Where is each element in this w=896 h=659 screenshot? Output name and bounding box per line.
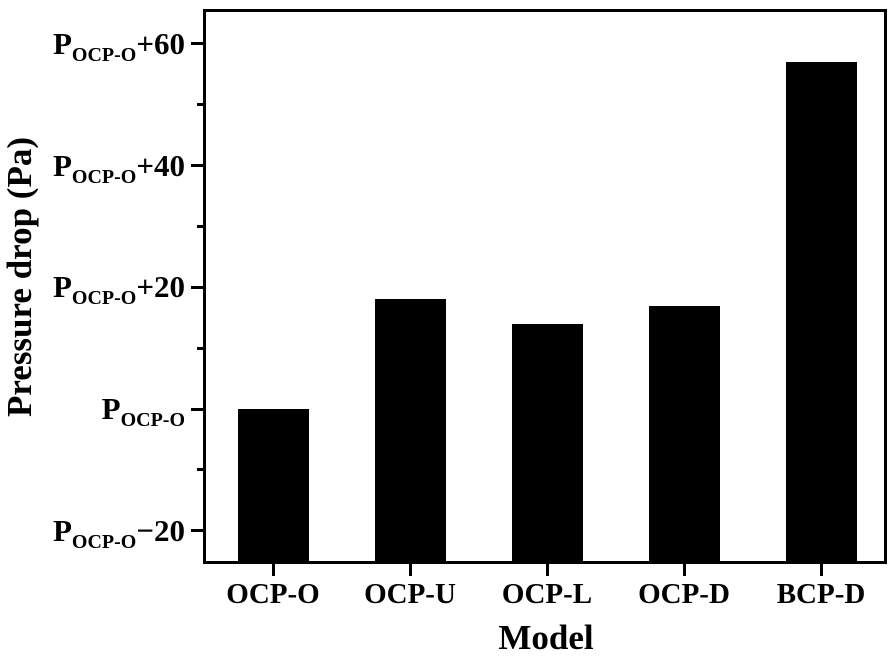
bar-ocp-d [648, 306, 720, 561]
y-major-tick [191, 529, 204, 533]
y-tick-label-base: P [52, 25, 72, 61]
y-tick-label-subscript: OCP-O [71, 43, 137, 66]
y-tick-label: POCP-O [0, 389, 185, 431]
bar-ocp-u [374, 299, 446, 561]
y-tick-label-base: P [101, 391, 121, 426]
y-tick-label-base: P [52, 512, 72, 548]
y-minor-tick [197, 224, 204, 228]
y-minor-tick [197, 346, 204, 350]
x-tick-label-ocp-l: OCP-L [501, 578, 593, 610]
x-tick [819, 564, 823, 576]
x-tick-label-bcp-d: BCP-D [776, 578, 866, 610]
y-tick-label-subscript: OCP-O [120, 409, 185, 431]
y-tick-label-offset: +20 [136, 269, 185, 305]
y-tick-label-subscript: OCP-O [71, 287, 137, 310]
y-tick-label-offset: −20 [136, 512, 185, 548]
y-minor-tick [197, 103, 204, 107]
y-major-tick [191, 285, 204, 289]
bar-ocp-o [237, 409, 309, 561]
y-minor-tick [197, 468, 204, 472]
y-tick-label-base: P [52, 269, 72, 305]
y-tick-label: POCP-O+20 [0, 267, 185, 310]
y-tick-label: POCP-O+60 [0, 24, 185, 66]
x-tick [408, 564, 412, 576]
x-tick-label-ocp-o: OCP-O [226, 578, 320, 610]
y-major-tick [191, 164, 204, 167]
x-tick-label-ocp-d: OCP-D [638, 578, 730, 610]
y-tick-label-base: P [52, 147, 72, 183]
x-tick [271, 564, 275, 576]
bar-ocp-l [511, 324, 583, 561]
y-major-tick [191, 42, 204, 46]
y-tick-label-subscript: OCP-O [71, 530, 137, 553]
x-tick [682, 564, 686, 576]
y-axis-title: Pressure drop (Pa) [0, 137, 39, 417]
y-tick-label-offset: +60 [136, 25, 185, 61]
y-tick-label-subscript: OCP-O [71, 165, 137, 188]
y-tick-label-offset: +40 [136, 147, 185, 183]
y-major-tick [191, 407, 204, 411]
y-tick-label: POCP-O+40 [0, 146, 185, 188]
y-tick-label: POCP-O−20 [0, 511, 185, 553]
x-tick-label-ocp-u: OCP-U [364, 578, 456, 610]
x-tick [545, 564, 549, 576]
bar-bcp-d [785, 62, 857, 561]
x-axis-title: Model [498, 618, 594, 657]
